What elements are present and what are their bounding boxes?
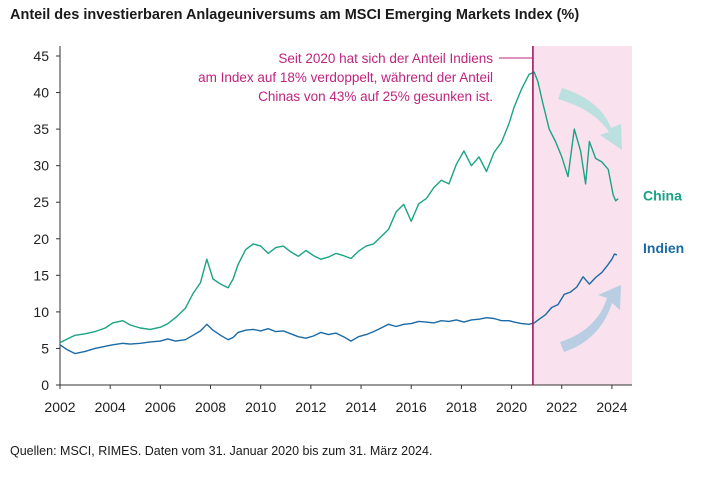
x-tick-label: 2012: [295, 399, 326, 415]
x-tick-label: 2020: [496, 399, 527, 415]
x-tick-label: 2022: [546, 399, 577, 415]
x-tick-label: 2002: [44, 399, 75, 415]
x-tick-label: 2016: [396, 399, 427, 415]
y-tick-label: 15: [33, 267, 49, 283]
annotation-line: am Index auf 18% verdoppelt, während der…: [198, 70, 493, 85]
y-tick-label: 45: [33, 48, 49, 64]
x-tick-label: 2014: [345, 399, 376, 415]
arrow-china-down-icon: [558, 88, 622, 150]
x-tick-label: 2010: [245, 399, 276, 415]
series-label-china: China: [643, 188, 682, 204]
y-tick-label: 0: [41, 377, 49, 393]
y-tick-label: 10: [33, 304, 49, 320]
annotation-line: Chinas von 43% auf 25% gesunken ist.: [258, 89, 493, 104]
series-line-india: [59, 253, 618, 355]
y-tick-label: 25: [33, 194, 49, 210]
series-lines: [59, 71, 619, 355]
x-tick-label: 2024: [596, 399, 627, 415]
x-tick-label: 2018: [446, 399, 477, 415]
y-tick-label: 35: [33, 121, 49, 137]
x-tick-label: 2006: [145, 399, 176, 415]
chart-title: Anteil des investierbaren Anlageuniversu…: [10, 7, 580, 23]
trend-arrows: [558, 88, 622, 352]
x-axis-ticks: 2002 2004 2006 2008 2010 2012 2014 2016 2018 2020…: [44, 385, 628, 415]
annotation-line: Seit 2020 hat sich der Anteil Indiens: [278, 51, 493, 66]
x-tick-label: 2004: [95, 399, 126, 415]
y-axis-ticks: 0 5 10 15 20 25 30 35 40 45: [33, 48, 60, 393]
annotation-text: Seit 2020 hat sich der Anteil Indiens am …: [198, 51, 493, 104]
series-line-china: [59, 71, 619, 344]
series-label-india: Indien: [643, 240, 684, 256]
arrow-india-up-icon: [560, 285, 621, 352]
series-labels: China Indien: [643, 188, 684, 256]
y-tick-label: 40: [33, 85, 49, 101]
x-tick-label: 2008: [195, 399, 226, 415]
y-tick-label: 5: [41, 340, 49, 356]
source-note: Quellen: MSCI, RIMES. Daten vom 31. Janu…: [10, 444, 433, 458]
y-tick-label: 20: [33, 231, 49, 247]
y-tick-label: 30: [33, 158, 49, 174]
